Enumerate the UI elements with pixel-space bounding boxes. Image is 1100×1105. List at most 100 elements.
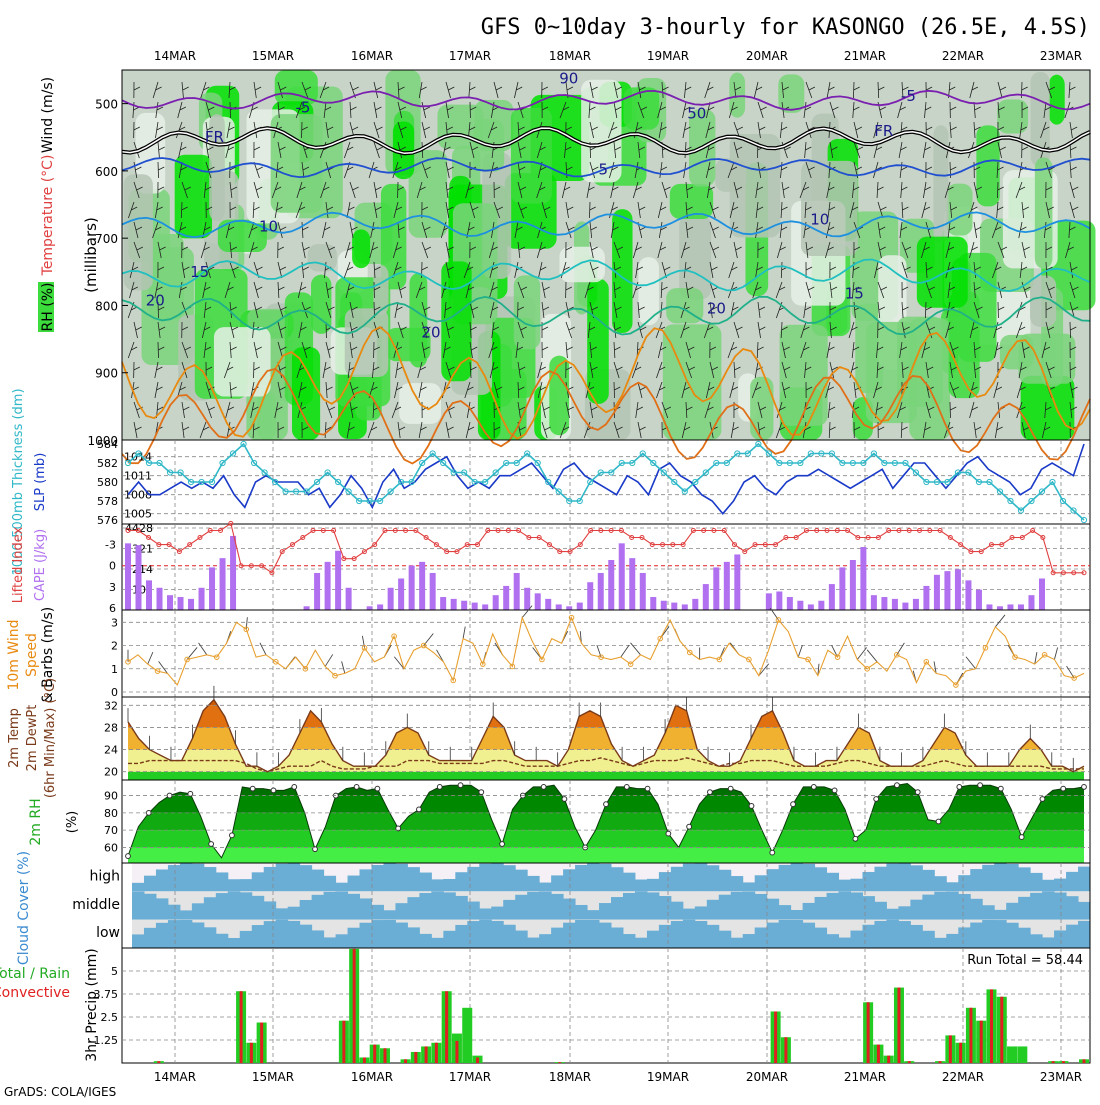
- precip-convective-bar: [363, 1057, 366, 1063]
- cloud-cover-bar: [360, 923, 372, 948]
- cape-bar: [388, 588, 394, 610]
- cape-bar: [230, 536, 236, 610]
- cape-bar: [325, 562, 331, 610]
- cape-bar: [451, 599, 457, 610]
- cloud-cover-bar: [515, 931, 527, 948]
- cloud-cover-bar: [647, 931, 659, 948]
- cloud-cover-bar: [1030, 873, 1042, 891]
- cloud-cover-bar: [647, 892, 659, 919]
- precip-convective-bar: [260, 1023, 263, 1063]
- cloud-cover-bar: [970, 923, 982, 948]
- cape-bar: [1007, 604, 1013, 610]
- cloud-cover-bar: [288, 907, 300, 920]
- cloud-cover-bar: [1054, 893, 1066, 920]
- cloud-cover-bar: [791, 920, 803, 948]
- cape-bar: [377, 604, 383, 610]
- cloud-cover-bar: [1018, 867, 1030, 891]
- cloud-cover-bar: [779, 920, 791, 948]
- cloud-cover-bar: [755, 875, 767, 891]
- cloud-cover-bar: [707, 925, 719, 948]
- cloud-cover-bar: [348, 876, 360, 892]
- cloud-cover-bar: [1042, 880, 1054, 892]
- cloud-cover-bar: [1018, 928, 1030, 948]
- wind-barb-10m: [867, 650, 877, 662]
- temperature-tick-label: 28: [104, 721, 118, 734]
- top-date-label: 20MAR: [746, 49, 788, 63]
- rh-point: [417, 807, 422, 812]
- top-date-label: 23MAR: [1040, 49, 1082, 63]
- rh-region: [124, 174, 153, 290]
- rh-point: [645, 786, 650, 791]
- cape-bar: [524, 588, 530, 610]
- cloud-cover-bar: [587, 863, 599, 891]
- chart-title: GFS 0~10day 3-hourly for KASONGO (26.5E,…: [481, 15, 1090, 40]
- precip-convective-bar: [784, 1037, 787, 1063]
- top-date-label: 21MAR: [844, 49, 886, 63]
- cape-bar: [503, 586, 509, 610]
- precip-convective-bar: [240, 991, 243, 1063]
- cloud-cover-bar: [862, 896, 874, 920]
- cape-bar: [440, 597, 446, 610]
- cloud-cover-bar: [910, 900, 922, 920]
- cloud-cover-bar: [419, 873, 431, 892]
- cloud-cover-bar: [395, 903, 407, 920]
- wind-tick-label: 2: [111, 640, 118, 653]
- cloud-cover-bar: [216, 893, 228, 920]
- cape-bar: [766, 593, 772, 610]
- temperature-band: [122, 697, 1090, 705]
- cloud-cover-bar: [527, 876, 539, 891]
- rh-point: [998, 786, 1003, 791]
- cape-bar: [871, 595, 877, 610]
- rh-region: [352, 229, 370, 268]
- cape-bar: [860, 547, 866, 610]
- cloud-cover-bar: [503, 865, 515, 891]
- contour-label: 10: [810, 211, 829, 229]
- rh-point: [957, 785, 962, 790]
- precip-axis-label: 3hr Precip (mm): [84, 948, 100, 1061]
- cloud-cover-bar: [360, 898, 372, 919]
- cape-bar: [619, 543, 625, 610]
- rh-point: [500, 842, 505, 847]
- cloud-cover-bar: [431, 879, 443, 891]
- rh-point: [292, 785, 297, 790]
- rh-point: [250, 786, 255, 791]
- cloud-cover-bar: [683, 909, 695, 920]
- cloud-cover-bar: [204, 867, 216, 891]
- cape-bar: [346, 588, 352, 610]
- cloud-cover-bar: [336, 892, 348, 920]
- cloud-cover-bar: [1078, 921, 1090, 948]
- rh-point: [770, 850, 775, 855]
- temperature-tick-label: 20: [104, 766, 118, 779]
- dewpoint-label: 2m DewPt: [25, 705, 40, 772]
- temperature-label: Temperature (°C): [40, 155, 56, 277]
- slp-label: SLP (mb): [33, 453, 48, 512]
- cape-bar: [535, 593, 541, 610]
- pressure-axis-label: (millibars): [82, 217, 100, 293]
- thickness-tick-label: 580: [97, 476, 118, 489]
- cape-bar: [650, 597, 656, 610]
- precip-convective-label: Convective: [0, 985, 70, 1001]
- cloud-cover-bar: [791, 863, 803, 891]
- rh-point: [230, 833, 235, 838]
- cloud-cover-bar: [479, 908, 491, 919]
- cloud-cover-bar: [1018, 897, 1030, 920]
- cloud-level-label: low: [96, 925, 120, 941]
- precip-convective-bar: [435, 1043, 438, 1063]
- cloud-cover-bar: [671, 867, 683, 892]
- cloud-cover-bar: [623, 873, 635, 892]
- cloud-cover-bar: [216, 872, 228, 891]
- cloud-cover-bar: [623, 934, 635, 948]
- cape-bar: [997, 606, 1003, 610]
- cape-bar: [965, 580, 971, 610]
- li-tick-label: -3: [105, 539, 116, 552]
- cloud-level-label: high: [89, 869, 120, 885]
- cloud-cover-bar: [419, 934, 431, 948]
- contour-label: 10: [259, 217, 278, 235]
- wind-barb-10m: [966, 657, 976, 669]
- cape-bar: [409, 566, 415, 610]
- bottom-date-label: 17MAR: [449, 1070, 491, 1084]
- cloud-cover-bar: [192, 903, 204, 919]
- cape-bar: [850, 560, 856, 610]
- cloud-cover-bar: [611, 928, 623, 948]
